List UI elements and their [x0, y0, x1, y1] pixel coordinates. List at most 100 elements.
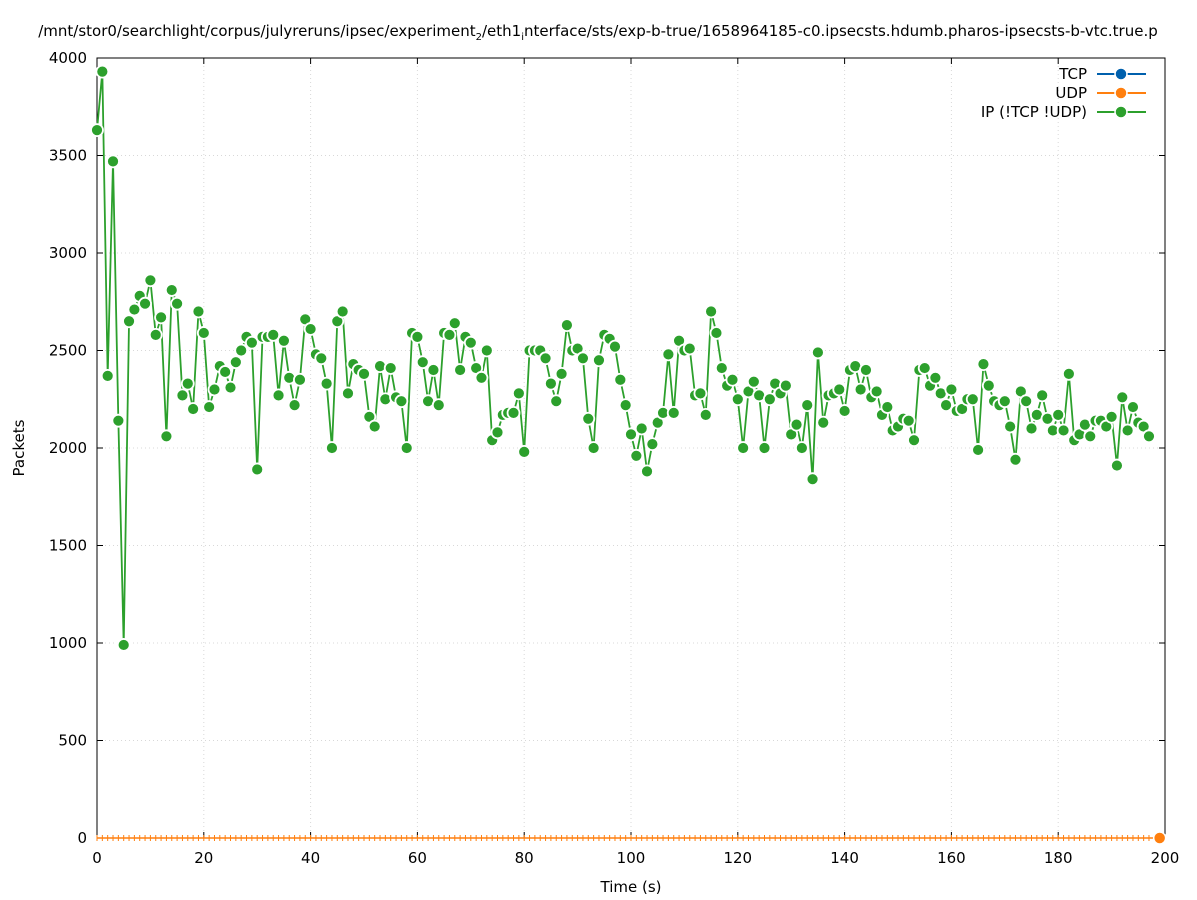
- ip-point: [714, 361, 729, 375]
- ip-point: [453, 363, 468, 377]
- ip-point: [778, 378, 793, 393]
- ip-point: [325, 441, 339, 455]
- ip-point: [143, 273, 158, 288]
- ip-point: [971, 443, 985, 457]
- legend-label: IP (!TCP !UDP): [981, 103, 1087, 121]
- ip-point: [474, 370, 489, 385]
- x-tick-label: 80: [515, 849, 534, 867]
- ip-point: [661, 347, 676, 362]
- x-tick-label: 20: [194, 849, 213, 867]
- ip-point: [116, 638, 131, 652]
- ip-point: [1142, 429, 1156, 444]
- ip-point: [319, 376, 334, 391]
- y-tick-label: 4000: [49, 49, 87, 67]
- ip-point: [880, 400, 895, 414]
- ip-point: [234, 343, 249, 358]
- ip-point: [811, 345, 825, 360]
- y-tick-label: 1000: [49, 634, 87, 652]
- ip-point: [159, 429, 174, 444]
- ip-point: [410, 329, 425, 344]
- ip-point: [997, 394, 1012, 409]
- x-tick-label: 180: [1044, 849, 1073, 867]
- x-tick-label: 0: [92, 849, 102, 867]
- ip-point: [1008, 452, 1023, 467]
- ip-point: [618, 398, 633, 413]
- ip-point: [202, 400, 217, 414]
- ip-point: [511, 386, 526, 401]
- ip-point: [138, 296, 152, 311]
- series-layer: [90, 64, 1167, 845]
- ip-point: [576, 351, 590, 366]
- ip-point: [1120, 423, 1135, 438]
- ip-point: [917, 361, 932, 375]
- ip-point: [154, 310, 168, 325]
- x-tick-label: 160: [937, 849, 966, 867]
- y-axis-label: Packets: [10, 419, 28, 476]
- ip-point: [186, 402, 201, 416]
- ip-point: [693, 386, 708, 401]
- ip-point: [223, 380, 238, 395]
- ip-point: [554, 366, 569, 381]
- ip-point: [1003, 419, 1018, 434]
- ip-point: [207, 382, 222, 397]
- ip-point: [586, 441, 601, 455]
- ip-point: [367, 419, 382, 434]
- ip-point: [816, 415, 831, 430]
- ip-point: [757, 441, 772, 455]
- ip-point: [832, 382, 847, 397]
- ip-point: [800, 398, 815, 413]
- ip-point: [736, 441, 751, 455]
- ip-point: [293, 372, 307, 387]
- ip-point: [506, 405, 521, 420]
- udp-point: [1152, 831, 1167, 845]
- ip-point: [164, 283, 179, 297]
- ip-point: [549, 394, 564, 409]
- axis-ticks: 0 20 40 60 80 100 120 140 160 180 2000500100015002…: [49, 49, 1180, 867]
- ip-point: [1024, 421, 1039, 436]
- ip-point: [1083, 429, 1098, 444]
- ip-point: [463, 335, 478, 350]
- ip-point: [122, 314, 136, 329]
- y-tick-label: 3500: [49, 147, 87, 165]
- ip-point: [341, 386, 355, 401]
- ip-point: [544, 376, 558, 391]
- ip-series-line: [96, 71, 1150, 645]
- ip-point: [431, 398, 446, 413]
- y-tick-label: 3000: [49, 244, 87, 262]
- y-tick-label: 1500: [49, 537, 87, 555]
- ip-point: [111, 413, 126, 428]
- ip-point: [399, 441, 414, 455]
- ip-point: [90, 123, 104, 138]
- ip-point: [335, 304, 350, 319]
- ip-point: [859, 363, 873, 377]
- ip-point: [901, 413, 916, 428]
- ip-point: [640, 464, 654, 479]
- ip-point: [426, 363, 441, 377]
- ip-point: [976, 357, 991, 372]
- ip-point: [805, 472, 820, 487]
- ip-point: [383, 361, 398, 375]
- x-tick-label: 200: [1151, 849, 1180, 867]
- ip-point: [794, 441, 809, 455]
- y-tick-label: 0: [77, 829, 87, 847]
- ip-point: [1126, 400, 1140, 414]
- ip-point: [314, 351, 329, 366]
- ip-point: [939, 398, 953, 413]
- ip-point: [704, 304, 718, 319]
- legend-swatch-marker: [1114, 86, 1128, 100]
- ip-point: [175, 388, 190, 403]
- ip-point: [762, 392, 777, 407]
- ip-point: [1019, 394, 1034, 409]
- ip-point: [106, 154, 120, 169]
- y-tick-label: 2500: [49, 342, 87, 360]
- chart-title: /mnt/stor0/searchlight/corpus/julyreruns…: [38, 22, 1158, 43]
- ip-point: [357, 366, 371, 381]
- ip-point: [746, 374, 761, 389]
- ip-point: [271, 388, 286, 403]
- ip-point: [629, 448, 644, 463]
- ip-point: [490, 425, 505, 440]
- ip-point: [789, 417, 804, 432]
- ip-point: [1061, 366, 1076, 381]
